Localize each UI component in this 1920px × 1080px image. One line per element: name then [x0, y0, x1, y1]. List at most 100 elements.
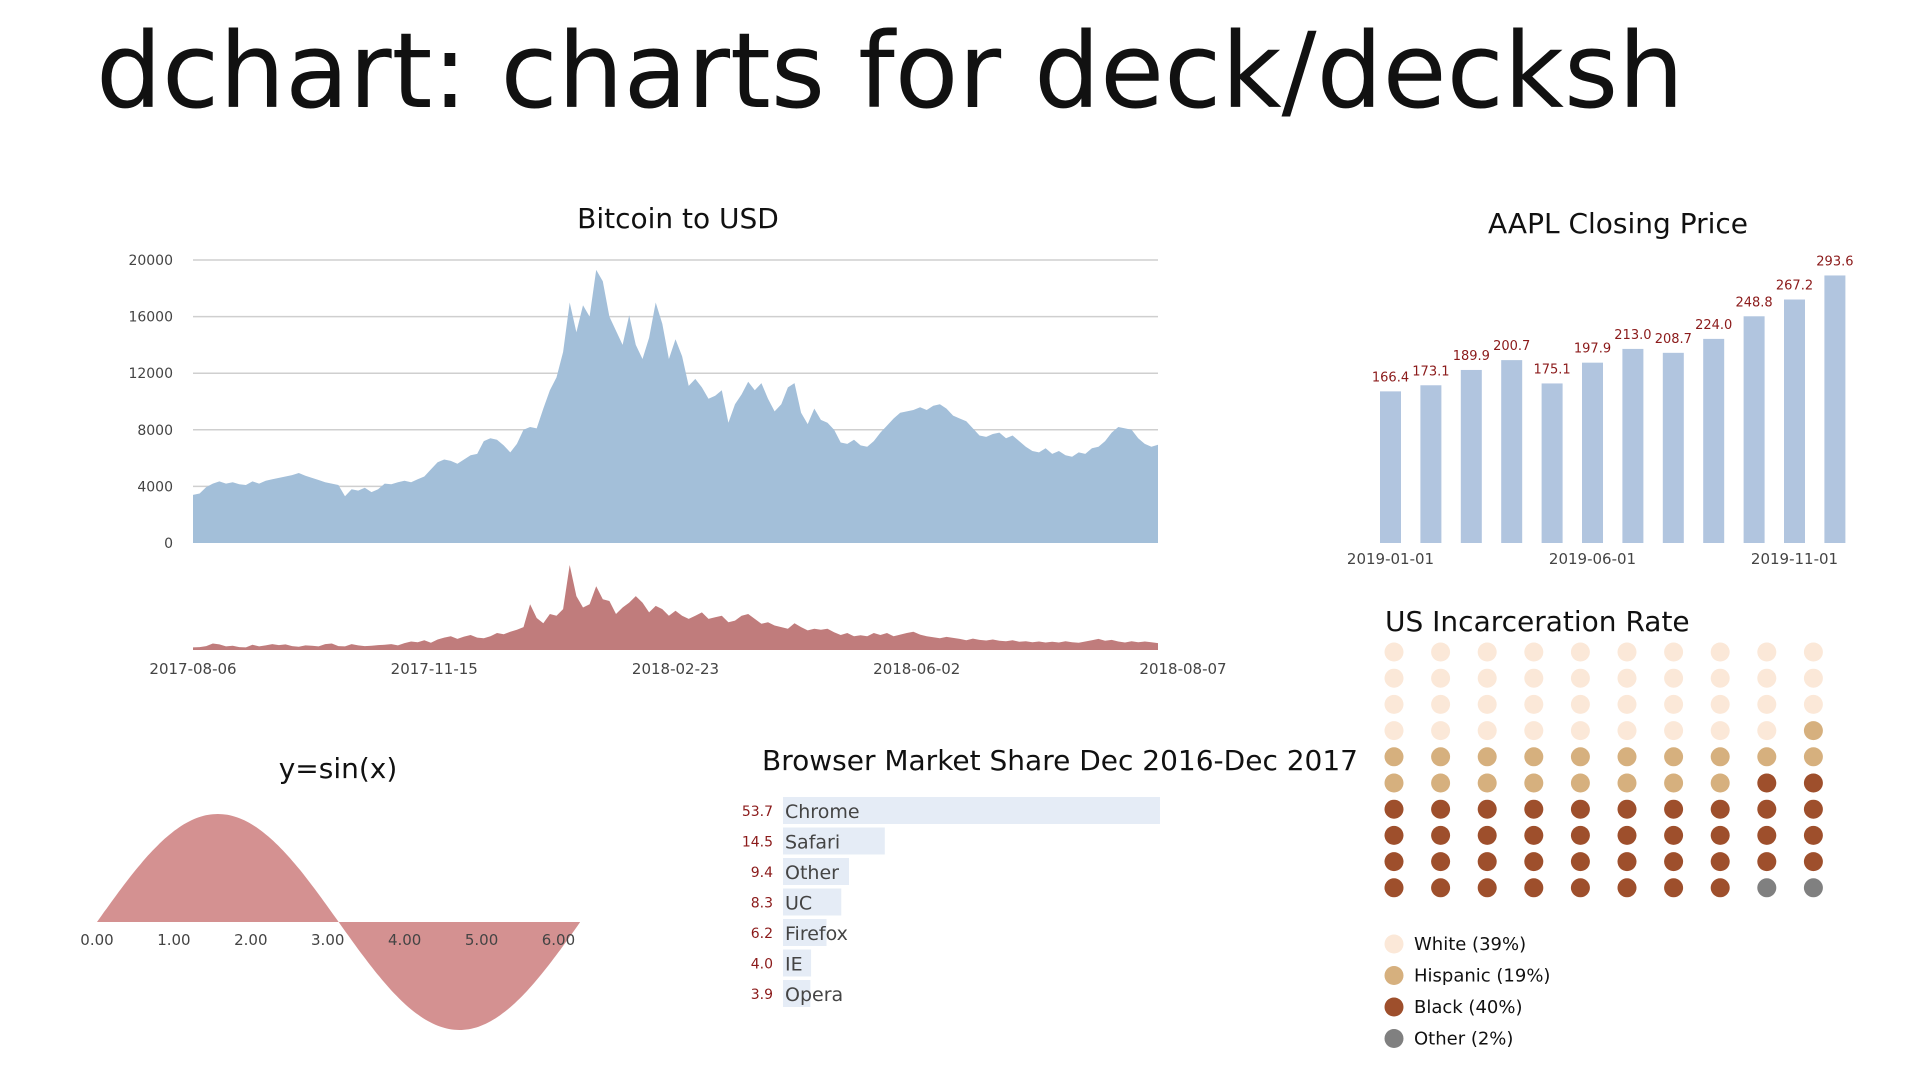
browser-value-label: 4.0	[751, 957, 773, 973]
incarceration-legend-swatch	[1384, 1029, 1404, 1048]
incarceration-dot	[1664, 852, 1684, 872]
incarceration-dot	[1803, 747, 1823, 767]
aapl-value-label: 200.7	[1493, 339, 1530, 354]
incarceration-dot	[1664, 668, 1684, 688]
sine-x-tick-label: 3.00	[311, 931, 344, 949]
incarceration-dot	[1757, 773, 1777, 793]
incarceration-dot	[1757, 694, 1777, 714]
browser-category-label: IE	[785, 954, 803, 976]
bitcoin-x-tick-label: 2018-08-07	[1139, 660, 1226, 678]
bitcoin-y-tick-label: 20000	[128, 253, 173, 269]
incarceration-dot	[1570, 852, 1590, 872]
incarceration-dot	[1803, 642, 1823, 662]
aapl-x-tick-label: 2019-06-01	[1549, 550, 1636, 568]
incarceration-legend-swatch	[1384, 997, 1404, 1017]
incarceration-dot	[1384, 747, 1404, 767]
browser-value-label: 6.2	[751, 926, 773, 942]
sine-x-tick-label: 2.00	[234, 931, 267, 949]
incarceration-dot	[1431, 825, 1451, 845]
browser-value-label: 3.9	[751, 987, 773, 1003]
browser-category-label: Safari	[785, 832, 840, 854]
bitcoin-x-tick-label: 2018-06-02	[873, 660, 960, 678]
incarceration-dot	[1570, 668, 1590, 688]
incarceration-dot	[1664, 721, 1684, 741]
incarceration-dot	[1710, 694, 1730, 714]
browser-bar	[783, 858, 849, 885]
bitcoin-y-tick-label: 16000	[128, 310, 173, 326]
browser-rows: 53.7 Chrome 14.5 Safari 9.4 Other 8.3 UC 6.2 Fire…	[742, 797, 1160, 1007]
incarceration-dots	[1384, 642, 1823, 898]
incarceration-dot	[1524, 799, 1544, 819]
aapl-bar	[1380, 391, 1401, 543]
incarceration-dot	[1524, 747, 1544, 767]
browser-bar	[783, 827, 885, 855]
incarceration-dot	[1617, 799, 1637, 819]
incarceration-dot	[1431, 721, 1451, 741]
incarceration-dot	[1570, 694, 1590, 714]
aapl-value-label: 189.9	[1453, 349, 1490, 364]
browser-bar	[783, 919, 827, 946]
incarceration-dot	[1803, 773, 1823, 793]
incarceration-dot	[1477, 799, 1497, 819]
incarceration-dot	[1477, 642, 1497, 662]
incarceration-dot	[1524, 668, 1544, 688]
browser-value-label: 8.3	[751, 896, 773, 912]
incarceration-legend-swatch	[1384, 934, 1404, 954]
bitcoin-volume-area	[193, 565, 1158, 650]
incarceration-dot	[1710, 642, 1730, 662]
incarceration-dot	[1384, 799, 1404, 819]
aapl-value-label: 166.4	[1372, 370, 1409, 385]
bitcoin-x-axis: 2017-08-06 2017-11-15 2018-02-23 2018-06-02…	[149, 660, 1226, 678]
aapl-value-label: 175.1	[1533, 362, 1570, 377]
aapl-x-tick-label: 2019-11-01	[1751, 550, 1838, 568]
incarceration-dot	[1757, 668, 1777, 688]
browser-category-label: UC	[785, 893, 812, 915]
aapl-bar	[1622, 348, 1644, 543]
incarceration-dot	[1710, 799, 1730, 819]
incarceration-dot	[1570, 878, 1590, 898]
bitcoin-x-tick-label: 2017-11-15	[391, 660, 478, 678]
incarceration-dot	[1431, 642, 1451, 662]
incarceration-legend-label: Black (40%)	[1414, 997, 1522, 1018]
browser-value-label: 14.5	[742, 835, 773, 851]
incarceration-dot	[1664, 642, 1684, 662]
incarceration-dot	[1477, 668, 1497, 688]
bitcoin-chart-title: Bitcoin to USD	[577, 202, 779, 235]
incarceration-dot	[1803, 694, 1823, 714]
incarceration-dot	[1524, 852, 1544, 872]
aapl-value-label: 293.6	[1816, 254, 1853, 269]
incarceration-dot	[1477, 747, 1497, 767]
bitcoin-y-tick-label: 0	[164, 536, 173, 552]
page-title: dchart: charts for deck/decksh	[96, 10, 1685, 132]
incarceration-dot	[1803, 825, 1823, 845]
aapl-bar	[1420, 385, 1442, 543]
bitcoin-x-tick-label: 2017-08-06	[149, 660, 236, 678]
incarceration-dot	[1757, 852, 1777, 872]
aapl-bar	[1541, 383, 1563, 543]
incarceration-dot	[1524, 878, 1544, 898]
incarceration-dot	[1617, 852, 1637, 872]
aapl-value-label: 213.0	[1614, 328, 1651, 343]
incarceration-dot	[1384, 694, 1404, 714]
aapl-value-label: 208.7	[1655, 332, 1692, 347]
browser-bar	[783, 980, 811, 1007]
incarceration-dot	[1617, 668, 1637, 688]
incarceration-dot	[1664, 747, 1684, 767]
incarceration-dot	[1710, 668, 1730, 688]
incarceration-dot	[1664, 878, 1684, 898]
incarceration-dot	[1664, 825, 1684, 845]
aapl-bar	[1784, 299, 1805, 543]
incarceration-dot	[1570, 825, 1590, 845]
browser-bar	[783, 797, 1160, 824]
incarceration-dot	[1757, 878, 1777, 898]
bitcoin-volume-series	[193, 565, 1158, 650]
incarceration-dot	[1431, 852, 1451, 872]
sine-x-tick-label: 5.00	[465, 931, 498, 949]
incarceration-dot	[1617, 721, 1637, 741]
aapl-bar	[1662, 352, 1684, 543]
incarceration-dot	[1431, 668, 1451, 688]
browser-chart-title: Browser Market Share Dec 2016-Dec 2017	[762, 744, 1358, 777]
incarceration-dot	[1570, 642, 1590, 662]
